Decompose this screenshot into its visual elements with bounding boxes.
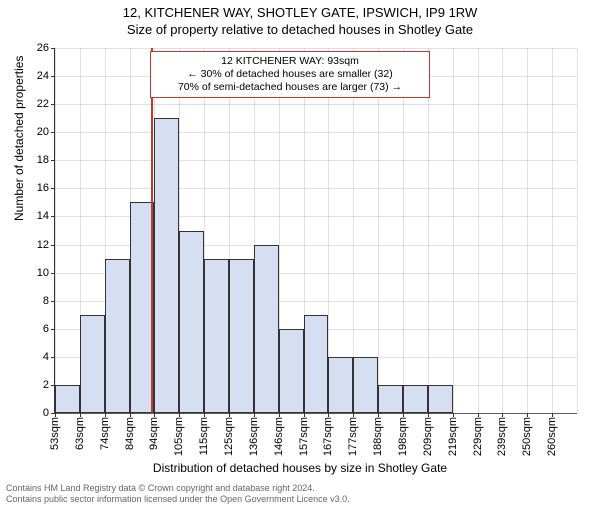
histogram-bar — [229, 259, 254, 413]
histogram-bar — [378, 385, 403, 413]
y-tick-label: 24 — [37, 70, 49, 82]
histogram-bar — [353, 357, 378, 413]
y-tick-label: 14 — [37, 210, 49, 222]
histogram-bar — [179, 231, 204, 414]
x-tick-label: 136sqm — [248, 417, 260, 456]
gridline-v — [502, 48, 503, 413]
x-tick-label: 74sqm — [99, 417, 111, 450]
chart-area: 12 KITCHENER WAY: 93sqm← 30% of detached… — [54, 48, 576, 413]
histogram-bar — [328, 357, 353, 413]
gridline-v — [453, 48, 454, 413]
x-tick-label: 125sqm — [223, 417, 235, 456]
histogram-bar — [304, 315, 329, 413]
annotation-line: ← 30% of detached houses are smaller (32… — [157, 68, 423, 81]
x-tick-label: 115sqm — [198, 417, 210, 455]
chart-title: 12, KITCHENER WAY, SHOTLEY GATE, IPSWICH… — [0, 6, 600, 20]
y-tick-label: 18 — [37, 154, 49, 166]
y-tick-label: 8 — [43, 295, 49, 307]
gridline-v — [478, 48, 479, 413]
x-tick-label: 157sqm — [298, 417, 310, 456]
gridline-v — [403, 48, 404, 413]
annotation-box: 12 KITCHENER WAY: 93sqm← 30% of detached… — [150, 51, 430, 98]
y-tick-label: 10 — [37, 267, 49, 279]
gridline-h — [55, 48, 577, 49]
attribution-line2: Contains public sector information licen… — [6, 494, 350, 504]
gridline-v — [378, 48, 379, 413]
gridline-v — [552, 48, 553, 413]
gridline-h — [55, 188, 577, 189]
x-tick-label: 229sqm — [472, 417, 484, 456]
gridline-h — [55, 160, 577, 161]
x-tick-label: 198sqm — [397, 417, 409, 456]
histogram-bar — [80, 315, 105, 413]
gridline-h — [55, 104, 577, 105]
y-tick-label: 22 — [37, 98, 49, 110]
histogram-bar — [105, 259, 130, 413]
histogram-bar — [403, 385, 428, 413]
annotation-line: 70% of semi-detached houses are larger (… — [157, 81, 423, 94]
y-tick-label: 16 — [37, 182, 49, 194]
y-tick-label: 6 — [43, 323, 49, 335]
gridline-v — [55, 48, 56, 413]
gridline-h — [55, 132, 577, 133]
attribution-line1: Contains HM Land Registry data © Crown c… — [6, 483, 350, 493]
gridline-h — [55, 413, 577, 414]
y-tick-label: 26 — [37, 42, 49, 54]
y-axis-label: Number of detached properties — [12, 56, 26, 221]
x-tick-label: 188sqm — [372, 417, 384, 456]
x-tick-label: 250sqm — [521, 417, 533, 456]
reference-line — [151, 48, 153, 413]
x-tick-label: 239sqm — [496, 417, 508, 456]
x-tick-label: 63sqm — [74, 417, 86, 450]
x-tick-label: 260sqm — [546, 417, 558, 456]
chart-subtitle: Size of property relative to detached ho… — [0, 22, 600, 37]
x-tick-label: 53sqm — [49, 417, 61, 450]
x-tick-label: 105sqm — [173, 417, 185, 456]
histogram-bar — [279, 329, 304, 413]
annotation-line: 12 KITCHENER WAY: 93sqm — [157, 55, 423, 68]
y-tick-label: 2 — [43, 379, 49, 391]
x-axis-label: Distribution of detached houses by size … — [0, 461, 600, 475]
x-tick-label: 167sqm — [322, 417, 334, 456]
histogram-bar — [204, 259, 229, 413]
gridline-v — [428, 48, 429, 413]
y-tick-label: 20 — [37, 126, 49, 138]
x-tick-label: 146sqm — [273, 417, 285, 456]
y-tick-label: 12 — [37, 239, 49, 251]
y-tick-label: 4 — [43, 351, 49, 363]
x-tick-label: 219sqm — [447, 417, 459, 456]
histogram-bar — [428, 385, 453, 413]
histogram-bar — [254, 245, 279, 413]
plot: 12 KITCHENER WAY: 93sqm← 30% of detached… — [54, 48, 577, 414]
gridline-v — [577, 48, 578, 413]
gridline-v — [527, 48, 528, 413]
x-tick-label: 94sqm — [148, 417, 160, 450]
x-tick-label: 84sqm — [124, 417, 136, 450]
attribution: Contains HM Land Registry data © Crown c… — [6, 483, 350, 504]
histogram-bar — [154, 118, 179, 413]
x-tick-label: 209sqm — [422, 417, 434, 456]
x-tick-label: 177sqm — [347, 417, 359, 456]
histogram-bar — [55, 385, 80, 413]
